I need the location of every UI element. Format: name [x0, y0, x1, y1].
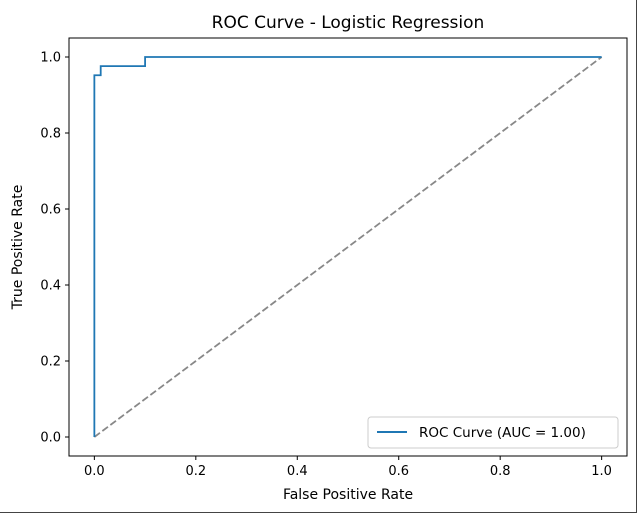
plot-area: [93, 56, 603, 438]
y-tick-label: 1.0: [40, 51, 61, 66]
x-tick-label: 0.6: [388, 464, 409, 479]
legend: ROC Curve (AUC = 1.00): [367, 416, 619, 449]
axes-frame: [68, 37, 628, 457]
x-tick-label: 1.0: [591, 464, 612, 479]
x-axis-ticks: 0.0 0.2 0.4 0.6 0.8 1.0: [84, 456, 612, 479]
y-tick-label: 0.4: [40, 279, 61, 294]
legend-box: [367, 416, 619, 449]
x-tick-label: 0.8: [490, 464, 511, 479]
x-tick-label: 0.4: [287, 464, 308, 479]
y-tick-label: 0.8: [40, 127, 61, 142]
chance-diagonal-line: [93, 56, 603, 438]
roc-curve-line: [93, 56, 602, 437]
y-tick-label: 0.2: [40, 355, 61, 370]
x-tick-label: 0.2: [185, 464, 206, 479]
y-tick-label: 0.6: [40, 203, 61, 218]
legend-label-roc: ROC Curve (AUC = 1.00): [419, 425, 586, 441]
x-axis-label: False Positive Rate: [283, 487, 413, 503]
x-tick-label: 0.0: [84, 464, 105, 479]
y-axis-ticks: 0.0 0.2 0.4 0.6 0.8 1.0: [40, 51, 69, 446]
y-axis-label: True Positive Rate: [10, 185, 26, 311]
chart-title: ROC Curve - Logistic Regression: [212, 13, 485, 33]
y-tick-label: 0.0: [40, 431, 61, 446]
